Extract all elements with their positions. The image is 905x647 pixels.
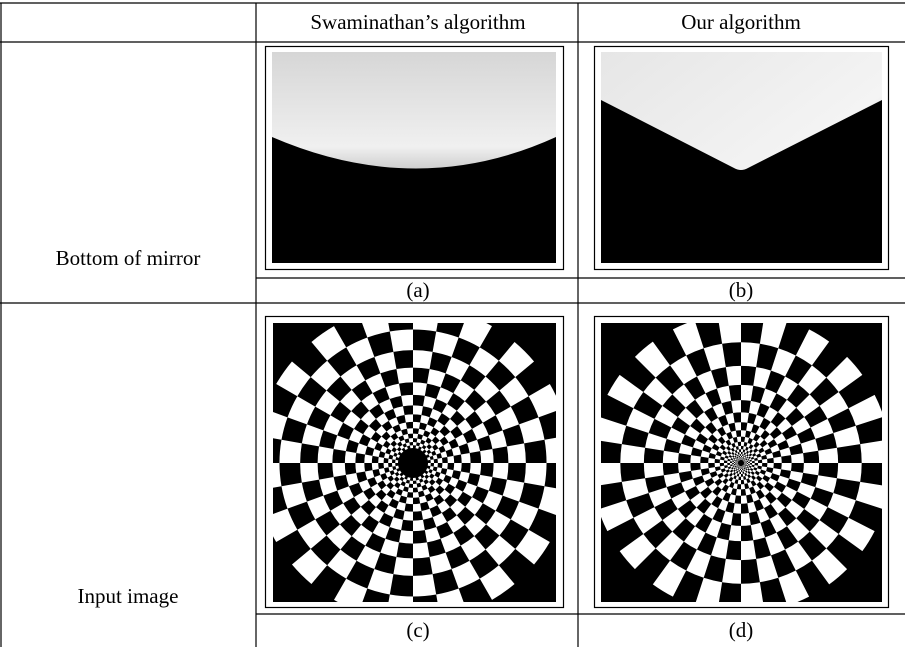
- checker-cell: [545, 436, 571, 463]
- checker-cell: [442, 463, 448, 469]
- checker-cell: [392, 463, 396, 467]
- checker-cell: [399, 530, 413, 544]
- caption: (c): [406, 618, 429, 642]
- checker-cell: [401, 395, 413, 406]
- checker-cell: [409, 480, 413, 484]
- checker-cell: [413, 422, 420, 429]
- row-label: Bottom of mirror: [56, 246, 201, 270]
- checker-cell: [413, 504, 421, 512]
- checker-cell: [437, 458, 442, 463]
- image-b: [595, 47, 889, 270]
- checker-cell: [388, 459, 392, 463]
- checker-cell: [318, 446, 334, 463]
- checker-cell: [413, 520, 425, 531]
- checker-cell: [413, 405, 423, 415]
- checker-cell: [406, 497, 413, 504]
- caption: (a): [406, 278, 429, 302]
- checker-cell: [332, 463, 346, 477]
- checker-cell: [413, 478, 416, 481]
- checker-cell: [413, 305, 440, 331]
- caption: (b): [729, 278, 754, 302]
- checker-cell: [279, 440, 301, 463]
- checker-cell: [355, 463, 365, 473]
- checker-cell: [507, 443, 526, 463]
- checker-cell: [408, 487, 413, 492]
- checker-cell: [413, 350, 433, 369]
- checker-cell: [403, 511, 413, 521]
- checker-cell: [413, 492, 419, 498]
- checker-cell: [413, 442, 417, 446]
- checker-cell: [430, 459, 434, 463]
- checker-cell: [413, 434, 418, 439]
- checker-cell: [461, 453, 471, 463]
- checker-cell: [407, 428, 413, 434]
- checker-cell: [524, 463, 546, 486]
- column-header: Our algorithm: [681, 10, 801, 34]
- checker-cell: [409, 438, 413, 442]
- checker-cell: [255, 463, 281, 490]
- checker-cell: [413, 574, 436, 596]
- checker-cell: [434, 463, 438, 467]
- checker-cell: [413, 542, 430, 558]
- checker-cell: [390, 329, 413, 351]
- figure-table: Swaminathan’s algorithm Our algorithm Bo…: [0, 0, 905, 647]
- checker-cell: [413, 484, 417, 488]
- image-a: [266, 47, 564, 270]
- checker-cell: [300, 463, 319, 483]
- checker-cell: [396, 368, 413, 384]
- checker-cell: [447, 456, 454, 463]
- column-header: Swaminathan’s algorithm: [310, 10, 525, 34]
- checker-cell: [413, 382, 427, 396]
- checker-cell: [393, 557, 413, 576]
- row-label: Input image: [78, 584, 179, 608]
- checker-cell: [364, 455, 372, 463]
- checker-cell: [372, 463, 379, 470]
- checker-cell: [480, 449, 494, 463]
- checker-cell: [384, 463, 389, 468]
- checker-cell: [395, 460, 398, 463]
- checker-cell: [405, 414, 413, 422]
- checker-cell: [470, 463, 481, 475]
- checker-cell: [378, 457, 384, 463]
- image-c: [255, 305, 571, 621]
- checker-cell: [428, 463, 431, 466]
- checker-cell: [410, 445, 413, 448]
- checker-cell: [345, 451, 356, 463]
- image-d: [591, 313, 891, 613]
- checker-cell: [492, 463, 508, 480]
- checker-cell: [454, 463, 462, 471]
- caption: (d): [729, 618, 754, 642]
